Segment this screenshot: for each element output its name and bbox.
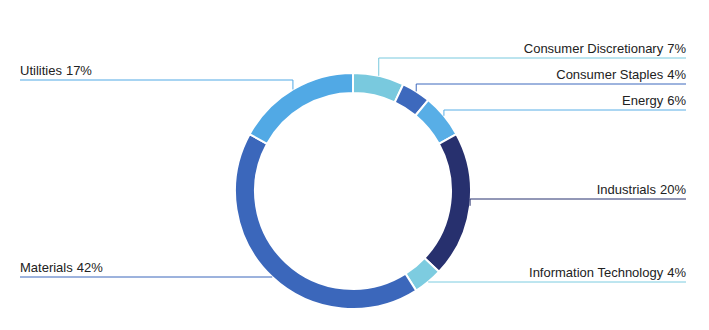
slice-label: Consumer Discretionary7% [524, 41, 687, 56]
category-label: Utilities [20, 63, 62, 78]
slice-label: Utilities 17% [20, 63, 92, 78]
leader-line [20, 277, 272, 278]
category-label: Information Technology [529, 265, 664, 280]
category-label: Consumer Staples [556, 67, 663, 82]
slice-label: Information Technology4% [529, 265, 686, 280]
value-label: 4% [667, 67, 686, 82]
leader-line [470, 199, 686, 206]
slice [250, 73, 353, 144]
slice [235, 134, 416, 309]
leader-line [428, 281, 686, 282]
category-label: Industrials [597, 182, 657, 197]
donut [235, 73, 471, 309]
category-label: Materials [20, 260, 73, 275]
slice-label: Energy6% [622, 93, 686, 108]
category-label: Energy [622, 93, 664, 108]
value-label: 4% [667, 265, 686, 280]
leader-line [416, 84, 686, 91]
value-label: 20% [660, 182, 686, 197]
slice-label: Consumer Staples 4% [556, 67, 686, 82]
slice [424, 134, 471, 272]
labels: Consumer Discretionary7% Consumer Staples… [20, 41, 686, 282]
chart: Consumer Discretionary7% Consumer Staples… [0, 0, 709, 330]
category-label: Consumer Discretionary [524, 41, 664, 56]
leader-line [20, 80, 293, 89]
value-label: 17% [66, 63, 92, 78]
value-label: 42% [77, 260, 103, 275]
leader-line [444, 110, 686, 116]
slice-label: Materials 42% [20, 260, 103, 275]
slice-label: Industrials20% [597, 182, 687, 197]
value-label: 7% [667, 41, 686, 56]
value-label: 6% [667, 93, 686, 108]
